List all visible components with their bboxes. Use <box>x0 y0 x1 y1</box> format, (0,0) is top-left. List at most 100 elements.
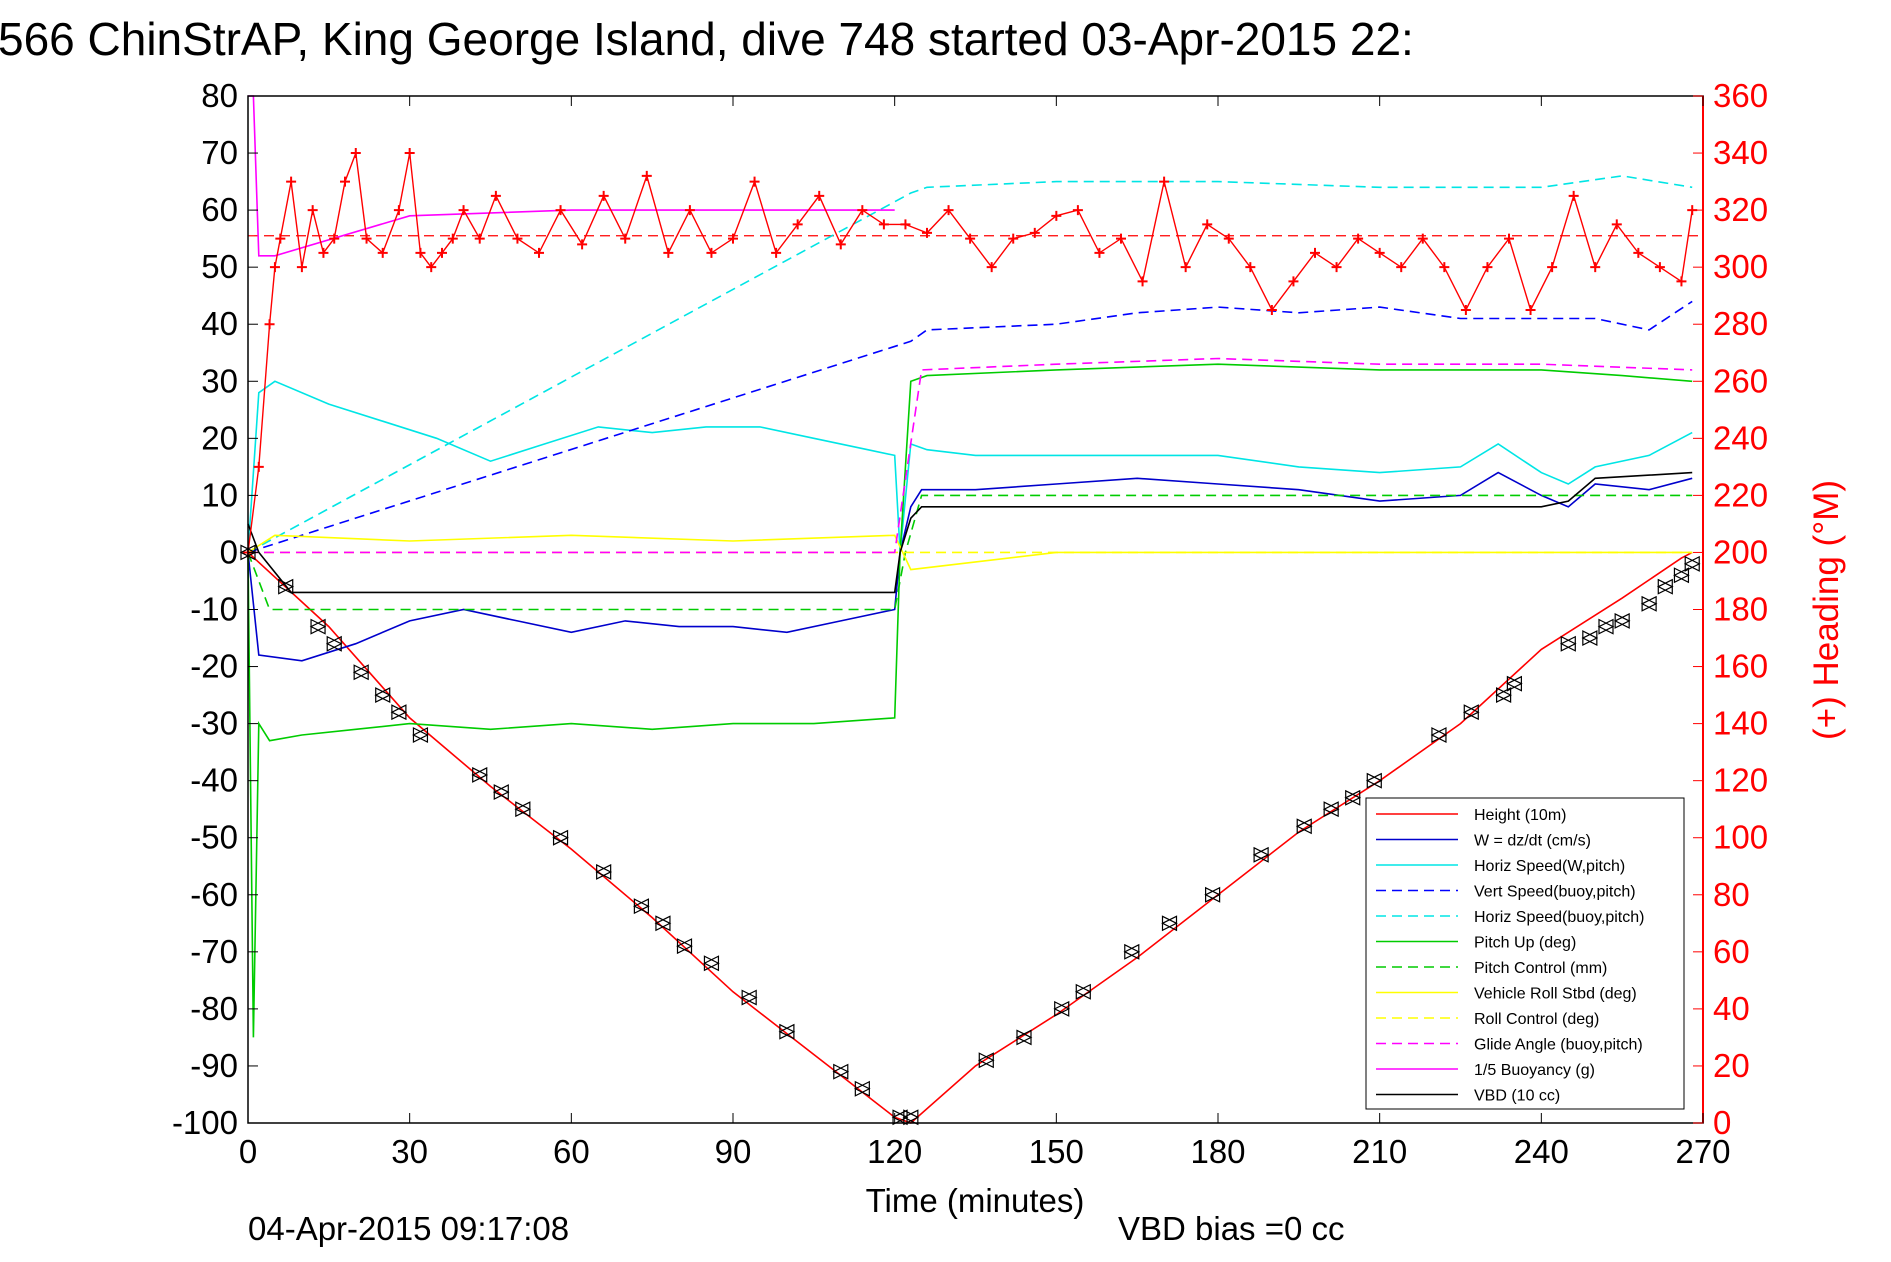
heading-point <box>835 239 846 250</box>
heading-point <box>922 227 932 238</box>
heading-point <box>1396 262 1407 273</box>
series-line-horiz-speed-w-pitch <box>247 380 1693 553</box>
triangle-marker-left <box>740 989 757 1006</box>
triangle-marker-right <box>472 766 489 783</box>
heading-point <box>1072 205 1083 216</box>
bottom-tick-label: 90 <box>715 1133 752 1170</box>
heading-point <box>1202 219 1213 230</box>
heading-point <box>286 176 297 187</box>
triangle-marker-left <box>1656 578 1673 595</box>
right-axis-ticks: 3603403203002802602402202001801601401201… <box>1693 77 1768 1141</box>
legend-label: Pitch Up (deg) <box>1474 935 1576 952</box>
triangle-marker-right <box>741 989 758 1006</box>
right-tick-label: 140 <box>1713 705 1768 742</box>
triangle-marker-right <box>1614 612 1631 629</box>
heading-point <box>350 148 361 159</box>
left-tick-label: 70 <box>201 134 238 171</box>
right-tick-label: 340 <box>1713 134 1768 171</box>
heading-point <box>490 190 501 201</box>
vbd-bias-label: VBD bias =0 cc <box>1118 1210 1345 1247</box>
heading-point <box>1654 262 1665 273</box>
triangle-marker-left <box>552 829 569 846</box>
triangle-marker-left <box>471 766 488 783</box>
triangle-marker-left <box>514 801 531 818</box>
heading-point <box>1245 262 1256 273</box>
triangle-marker-right <box>1582 630 1599 646</box>
heading-point <box>1223 233 1234 244</box>
heading-point <box>1008 233 1019 244</box>
left-tick-label: -10 <box>190 591 238 628</box>
series-line-heading <box>247 152 1693 553</box>
heading-point <box>986 262 997 273</box>
bottom-tick-label: 30 <box>391 1133 428 1170</box>
bottom-tick-label: 180 <box>1190 1133 1245 1170</box>
heading-point <box>771 247 782 258</box>
legend-label: Glide Angle (buoy,pitch) <box>1474 1037 1643 1054</box>
heading-point <box>1159 176 1170 187</box>
heading-point <box>377 247 388 258</box>
series-line-w-dz-dt-cm-s <box>247 471 1693 662</box>
triangle-marker-left <box>309 618 326 635</box>
heading-point <box>1460 304 1471 315</box>
legend-label: Vert Speed(buoy,pitch) <box>1474 884 1636 901</box>
left-tick-label: -40 <box>190 762 238 799</box>
triangle-marker-left <box>853 1080 870 1097</box>
right-tick-label: 80 <box>1713 876 1750 913</box>
series-line-1-5-buoyancy-g <box>248 95 895 257</box>
triangle-marker-left <box>1344 789 1361 806</box>
heading-point <box>415 247 426 258</box>
left-tick-label: 80 <box>201 77 238 114</box>
triangle-marker-left <box>1597 618 1614 635</box>
triangle-marker-left <box>1161 915 1178 932</box>
heading-point <box>1310 247 1320 258</box>
left-tick-label: 40 <box>201 305 238 342</box>
triangle-marker-right <box>1641 595 1658 612</box>
triangle-marker-right <box>493 784 510 801</box>
triangle-marker-left <box>703 955 720 972</box>
heading-point <box>264 319 275 330</box>
triangle-marker-left <box>1683 555 1700 572</box>
left-tick-label: -30 <box>190 705 238 742</box>
triangle-marker-left <box>1295 818 1312 835</box>
heading-point <box>1676 276 1687 287</box>
heading-point <box>641 170 652 181</box>
left-tick-label: 60 <box>201 191 238 228</box>
series-line-height-10m <box>247 551 1693 1124</box>
right-tick-label: 320 <box>1713 191 1768 228</box>
triangle-marker-left <box>1322 801 1339 818</box>
heading-point <box>1180 262 1191 273</box>
x-axis-label: Time (minutes) <box>866 1182 1085 1219</box>
legend-label: Roll Control (deg) <box>1474 1011 1599 1028</box>
right-tick-label: 280 <box>1713 305 1768 342</box>
right-tick-label: 180 <box>1713 591 1768 628</box>
triangle-marker-left <box>1123 943 1140 960</box>
heading-point <box>814 190 825 201</box>
chart-title: 566 ChinStrAP, King George Island, dive … <box>0 13 1414 65</box>
left-tick-label: 10 <box>201 476 238 513</box>
triangle-marker-right <box>353 664 370 681</box>
heading-point <box>1417 233 1428 244</box>
right-tick-label: 160 <box>1713 648 1768 685</box>
triangle-marker-right <box>633 898 650 915</box>
series-line-vert-speed-buoy-pitch <box>247 300 1693 554</box>
bottom-tick-label: 120 <box>867 1133 922 1170</box>
right-tick-label: 300 <box>1713 248 1768 285</box>
series-line-horiz-speed-buoy-pitch <box>247 175 1693 554</box>
bottom-tick-label: 270 <box>1675 1133 1730 1170</box>
heading-point <box>620 233 631 244</box>
left-tick-label: 20 <box>201 419 238 456</box>
heading-point <box>404 148 415 159</box>
triangle-marker-left <box>595 863 612 880</box>
left-tick-label: -70 <box>190 933 238 970</box>
heading-point <box>1051 210 1062 221</box>
triangle-marker-left <box>325 635 342 652</box>
heading-point <box>269 262 280 273</box>
heading-point <box>728 233 738 244</box>
heading-point <box>1525 304 1536 315</box>
heading-point <box>512 233 523 244</box>
triangle-marker-left <box>1581 630 1598 646</box>
legend-label: Vehicle Roll Stbd (deg) <box>1474 986 1637 1003</box>
timestamp-label: 04-Apr-2015 09:17:08 <box>248 1210 569 1247</box>
heading-point <box>393 205 404 216</box>
